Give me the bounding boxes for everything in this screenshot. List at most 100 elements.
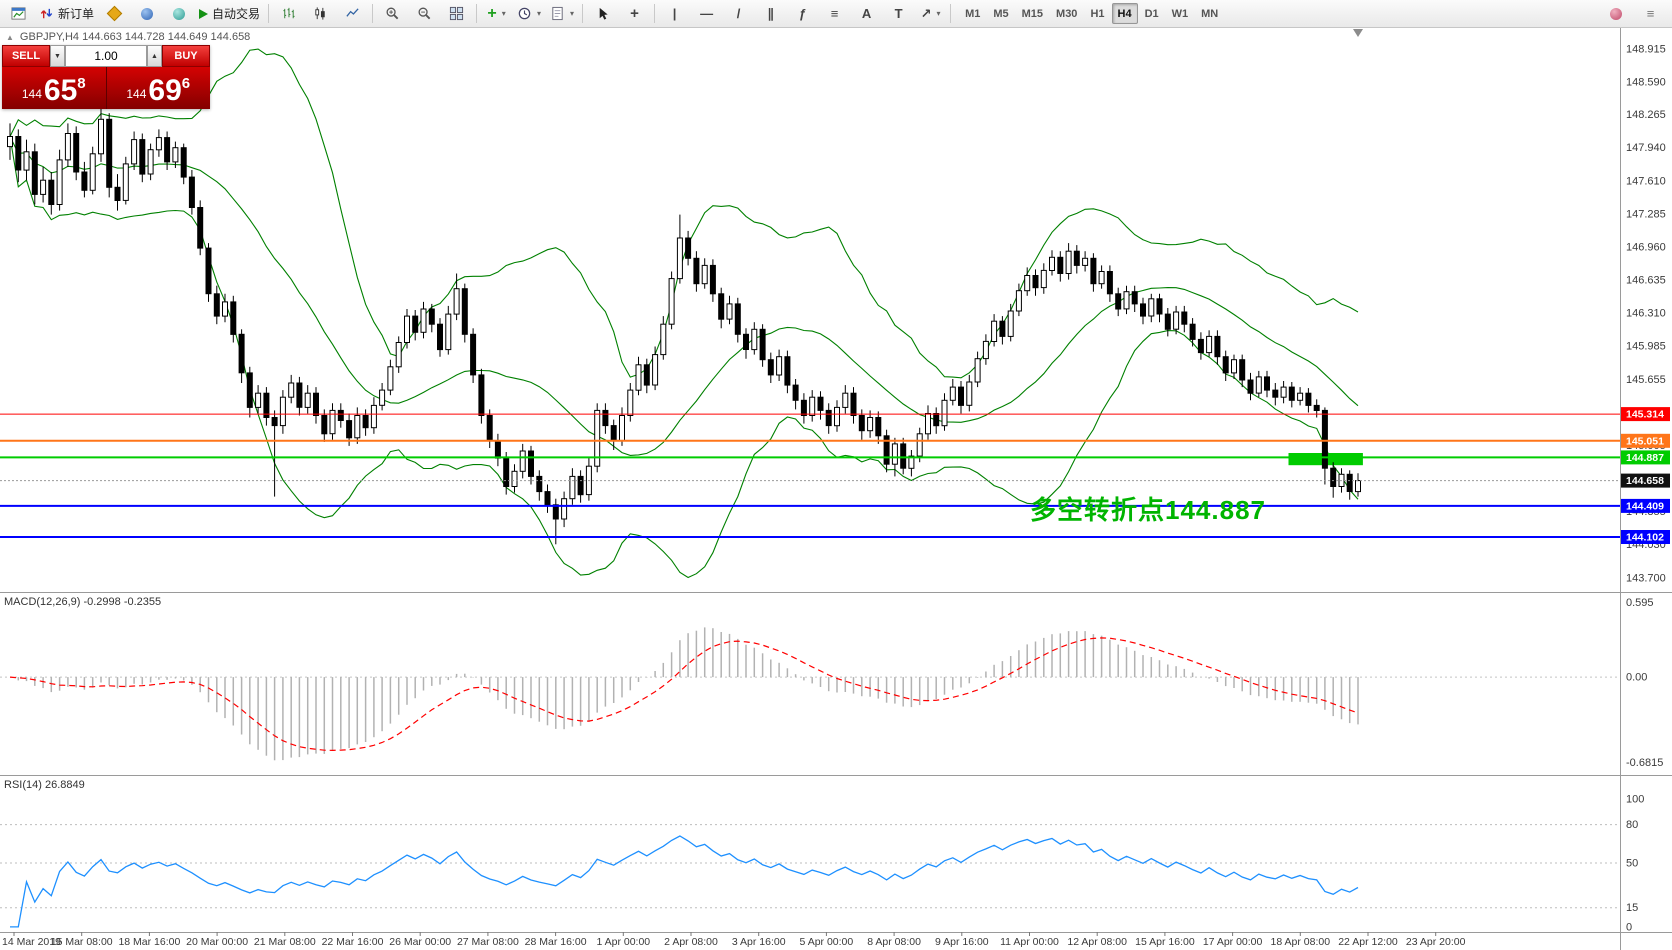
symbol-ohlc-text: GBPJPY,H4 144.663 144.728 144.649 144.65… <box>19 31 251 43</box>
community-button[interactable] <box>1600 1 1631 26</box>
crosshair-button[interactable]: + <box>619 1 650 26</box>
volume-input[interactable] <box>65 45 147 67</box>
new-chart-button[interactable] <box>3 1 34 26</box>
objects-tool[interactable]: ≡ <box>819 1 850 26</box>
timeframe-m15[interactable]: M15 <box>1016 3 1049 24</box>
horizontal-line-tool[interactable]: — <box>691 1 722 26</box>
turning-point-annotation: 多空转折点144.887 <box>1030 495 1266 525</box>
timeframe-mn[interactable]: MN <box>1195 3 1224 24</box>
one-click-trading-panel: SELL ▼ ▲ BUY 144 65 8 144 69 6 <box>2 45 210 109</box>
new-order-label: 新订单 <box>58 7 95 21</box>
shapes-icon: ≡ <box>830 6 839 21</box>
buy-price-display[interactable]: 144 69 6 <box>105 67 211 109</box>
menu-button[interactable]: ≡ <box>1635 1 1666 26</box>
text-tool[interactable]: A <box>851 1 882 26</box>
text-icon: A <box>861 6 872 21</box>
timeframe-h4[interactable]: H4 <box>1111 3 1138 24</box>
price-tag <box>1621 433 1670 448</box>
timeframe-m30[interactable]: M30 <box>1050 3 1083 24</box>
svg-text:146.310: 146.310 <box>1626 308 1666 320</box>
macd-indicator: 0.595 0.00 -0.6815 <box>0 597 1663 769</box>
bar-chart-button[interactable] <box>273 1 304 26</box>
chevron-down-icon: ▾ <box>537 9 542 18</box>
channel-tool[interactable]: ∥ <box>755 1 786 26</box>
volume-increase-button[interactable]: ▲ <box>147 45 162 67</box>
zoom-out-button[interactable] <box>409 1 440 26</box>
candlesticks <box>7 108 1361 545</box>
line-chart-button[interactable] <box>337 1 368 26</box>
label-icon: T <box>894 6 903 21</box>
svg-text:144.658: 144.658 <box>1626 475 1664 487</box>
svg-text:17 Apr 00:00: 17 Apr 00:00 <box>1203 936 1263 948</box>
svg-text:0.595: 0.595 <box>1626 597 1654 609</box>
price-scale[interactable]: 148.915 148.590 148.265 147.940 147.610 147.2… <box>1621 43 1670 584</box>
symbol-ohlc-line: ▲ GBPJPY,H4 144.663 144.728 144.649 144.… <box>6 31 250 43</box>
fibonacci-icon: ƒ <box>798 6 807 21</box>
green-plus-icon: + <box>487 4 497 22</box>
horizontal-lines[interactable] <box>0 413 1620 538</box>
collapse-panel-icon[interactable]: ▲ <box>6 32 14 42</box>
market-watch-button[interactable] <box>131 1 162 26</box>
svg-text:27 Mar 08:00: 27 Mar 08:00 <box>457 936 519 948</box>
svg-text:5 Apr 00:00: 5 Apr 00:00 <box>800 936 854 948</box>
diamond-icon <box>106 5 123 22</box>
timeframe-m5[interactable]: M5 <box>987 3 1014 24</box>
svg-text:15 Apr 16:00: 15 Apr 16:00 <box>1135 936 1195 948</box>
svg-text:148.265: 148.265 <box>1626 109 1666 121</box>
toolbar-separator <box>950 4 952 23</box>
navigator-button[interactable] <box>163 1 194 26</box>
price-tag <box>1621 530 1670 544</box>
timeframe-m1[interactable]: M1 <box>959 3 986 24</box>
svg-text:11 Apr 00:00: 11 Apr 00:00 <box>1000 936 1059 948</box>
fibonacci-tool[interactable]: ƒ <box>787 1 818 26</box>
buy-button[interactable]: BUY <box>162 45 210 67</box>
candlestick-chart-button[interactable] <box>305 1 336 26</box>
svg-text:145.051: 145.051 <box>1626 435 1664 447</box>
pane-separators <box>0 28 1672 950</box>
chart-layouts-button[interactable] <box>99 1 130 26</box>
toolbar-separator <box>372 4 374 23</box>
svg-text:148.590: 148.590 <box>1626 76 1666 88</box>
tile-windows-button[interactable] <box>441 1 472 26</box>
templates-button[interactable]: ▾ <box>546 1 578 26</box>
price-tag <box>1621 498 1670 513</box>
sell-button[interactable]: SELL <box>2 45 50 67</box>
timeframe-buttons: M1 M5 M15 M30 H1 H4 D1 W1 MN <box>959 3 1224 24</box>
vertical-line-tool[interactable]: | <box>659 1 690 26</box>
svg-text:3 Apr 16:00: 3 Apr 16:00 <box>732 936 786 948</box>
volume-decrease-button[interactable]: ▼ <box>50 45 65 67</box>
svg-text:14 Mar 2019: 14 Mar 2019 <box>2 936 61 948</box>
svg-text:1 Apr 00:00: 1 Apr 00:00 <box>596 936 650 948</box>
buy-price-big: 69 <box>148 74 182 107</box>
buy-price-prefix: 144 <box>126 87 147 101</box>
sell-price-sup: 8 <box>77 75 86 92</box>
cursor-button[interactable] <box>587 1 618 26</box>
rsi-indicator-label: RSI(14) 26.8849 <box>4 779 85 791</box>
vertical-line-icon: | <box>672 6 677 21</box>
timeframe-w1[interactable]: W1 <box>1166 3 1195 24</box>
sell-price-prefix: 144 <box>21 87 42 101</box>
new-order-button[interactable]: 新订单 <box>35 1 98 26</box>
svg-text:15 Mar 08:00: 15 Mar 08:00 <box>51 936 113 948</box>
svg-text:28 Mar 16:00: 28 Mar 16:00 <box>525 936 587 948</box>
trendline-tool[interactable]: / <box>723 1 754 26</box>
svg-text:50: 50 <box>1626 858 1638 870</box>
indicators-button[interactable]: + ▾ <box>481 1 512 26</box>
trendline-icon: / <box>736 6 741 21</box>
toolbar-right-icons: ≡ <box>1600 1 1669 26</box>
arrows-tool[interactable]: ↗ ▾ <box>915 1 946 26</box>
timeframe-d1[interactable]: D1 <box>1139 3 1165 24</box>
sell-price-display[interactable]: 144 65 8 <box>2 67 106 109</box>
zoom-in-button[interactable] <box>377 1 408 26</box>
svg-text:20 Mar 00:00: 20 Mar 00:00 <box>186 936 248 948</box>
play-icon <box>199 8 209 19</box>
svg-text:145.314: 145.314 <box>1626 409 1664 421</box>
periods-button[interactable]: ▾ <box>513 1 545 26</box>
label-tool[interactable]: T <box>883 1 914 26</box>
timeframe-h1[interactable]: H1 <box>1084 3 1110 24</box>
buy-price-sup: 6 <box>181 75 191 92</box>
zoom-out-icon <box>418 7 431 20</box>
autotrading-button[interactable]: 自动交易 <box>195 1 264 26</box>
